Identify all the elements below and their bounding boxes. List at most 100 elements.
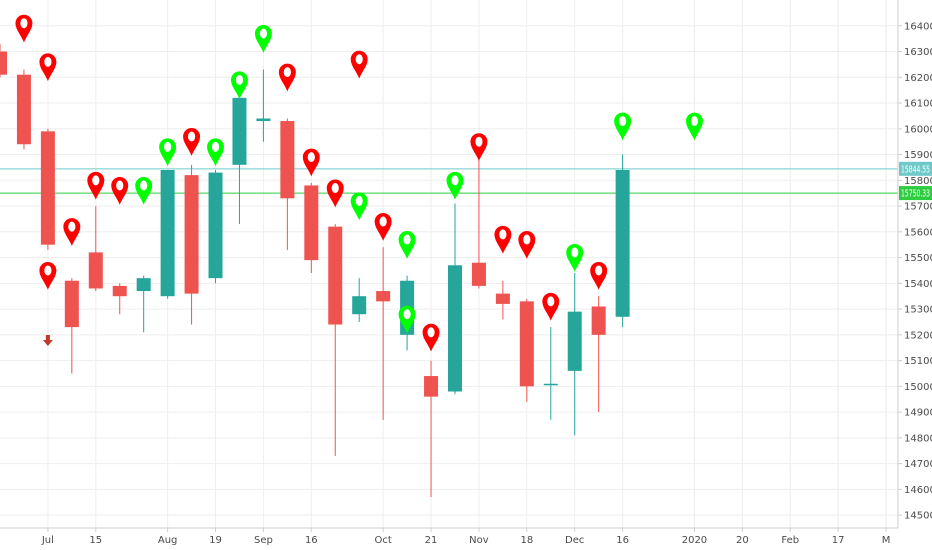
sell-signal-pin-icon[interactable] [39,53,57,82]
candle-body [40,131,55,245]
y-tick-label: 15500.00 [904,253,932,264]
buy-signal-pin-icon[interactable] [398,231,416,259]
x-tick-label: 19 [209,535,222,546]
candle-body [424,376,439,397]
candle-body [447,265,462,392]
sell-signal-pin-icon[interactable] [518,231,536,259]
buy-signal-pin-icon[interactable] [350,192,368,221]
y-tick-label: 15200.00 [904,330,932,341]
candle-body [184,175,199,294]
price-label: 15750.33 [901,189,930,200]
candle-body [615,169,630,317]
candle-body [543,383,558,386]
y-tick-label: 15800.00 [904,176,932,187]
candle-body [591,306,606,335]
buy-signal-pin-icon[interactable] [685,112,703,141]
down-arrow-icon [42,334,53,346]
buy-signal-pin-icon[interactable] [614,112,632,141]
y-tick-label: 15300.00 [904,305,932,316]
x-tick-label: Oct [374,535,391,546]
sell-signal-pin-icon[interactable] [111,177,129,205]
candle-body [16,74,31,145]
price-labels-layer: 15844.55 15750.33 [899,161,932,201]
buy-signal-pin-icon[interactable] [566,244,584,272]
sell-signal-pin-icon[interactable] [542,292,560,321]
y-tick-label: 15100.00 [904,356,932,367]
price-label: 15844.55 [901,164,930,175]
candle-body [136,278,151,292]
buy-signal-pin-icon[interactable] [398,305,416,334]
sell-signal-pin-icon[interactable] [63,218,81,246]
x-tick-label: M [882,535,891,546]
x-tick-label: 17 [832,535,845,546]
sell-signal-pin-icon[interactable] [494,225,512,254]
price-label-bg [899,161,932,176]
y-tick-label: 14500.00 [904,511,932,522]
x-tick-label: Nov [469,535,489,546]
signals-layer [15,14,703,352]
x-tick-label: 16 [616,535,629,546]
candle-body [471,262,486,286]
sell-signal-pin-icon[interactable] [422,323,440,352]
sell-signal-pin-icon[interactable] [278,63,296,92]
y-tick-label: 15400.00 [904,279,932,290]
candle-body [495,293,510,304]
y-tick-label: 15700.00 [904,202,932,213]
candle-body [64,280,79,328]
sell-signal-pin-icon[interactable] [183,128,201,156]
candle-body [519,301,534,387]
sell-signal-pin-icon[interactable] [470,133,488,161]
buy-signal-pin-icon[interactable] [159,138,177,167]
x-tick-label: 18 [520,535,533,546]
y-tick-label: 16100.00 [904,99,932,110]
sell-signal-pin-icon[interactable] [374,213,392,241]
candle-body [208,172,223,279]
candle-body [88,252,103,289]
candle-body [0,51,7,75]
candle-body [304,185,319,261]
x-tick-label: 2020 [682,535,707,546]
y-tick-label: 14800.00 [904,433,932,444]
x-tick-label: 16 [305,535,318,546]
grid-layer [0,0,898,528]
price-label-bg [899,186,932,201]
candle-body [328,226,343,325]
sell-signal-pin-icon[interactable] [15,14,33,43]
buy-signal-pin-icon[interactable] [446,171,464,200]
buy-signal-pin-icon[interactable] [254,25,272,53]
sell-signal-pin-icon[interactable] [590,262,608,290]
candle-body [112,285,127,297]
candles-layer [0,43,630,498]
candle-body [376,291,391,302]
y-tick-label: 16300.00 [904,47,932,58]
candle-body [160,169,175,297]
buy-signal-pin-icon[interactable] [207,138,225,167]
candle-body [567,311,582,371]
x-tick-label: Jul [41,535,54,546]
buy-signal-pin-icon[interactable] [230,71,248,100]
y-tick-label: 16000.00 [904,124,932,135]
x-tick-label: 21 [425,535,438,546]
y-tick-label: 16400.00 [904,21,932,32]
sell-signal-pin-icon[interactable] [39,262,57,290]
sell-signal-pin-icon[interactable] [326,179,344,208]
candle-body [256,118,271,122]
y-tick-label: 14600.00 [904,485,932,496]
sell-signal-pin-icon[interactable] [350,50,368,79]
buy-signal-pin-icon[interactable] [135,177,153,205]
candle-body [352,296,367,315]
x-tick-label: Sep [254,535,273,546]
y-tick-label: 16200.00 [904,73,932,84]
y-tick-label: 15600.00 [904,227,932,238]
x-tick-label: Feb [781,535,799,546]
x-tick-label: 15 [89,535,102,546]
candle-body [232,97,247,165]
y-tick-label: 14900.00 [904,408,932,419]
x-tick-label: Dec [565,535,584,546]
y-tick-label: 15000.00 [904,382,932,393]
sell-signal-pin-icon[interactable] [302,148,320,177]
sell-signal-pin-icon[interactable] [87,171,105,200]
